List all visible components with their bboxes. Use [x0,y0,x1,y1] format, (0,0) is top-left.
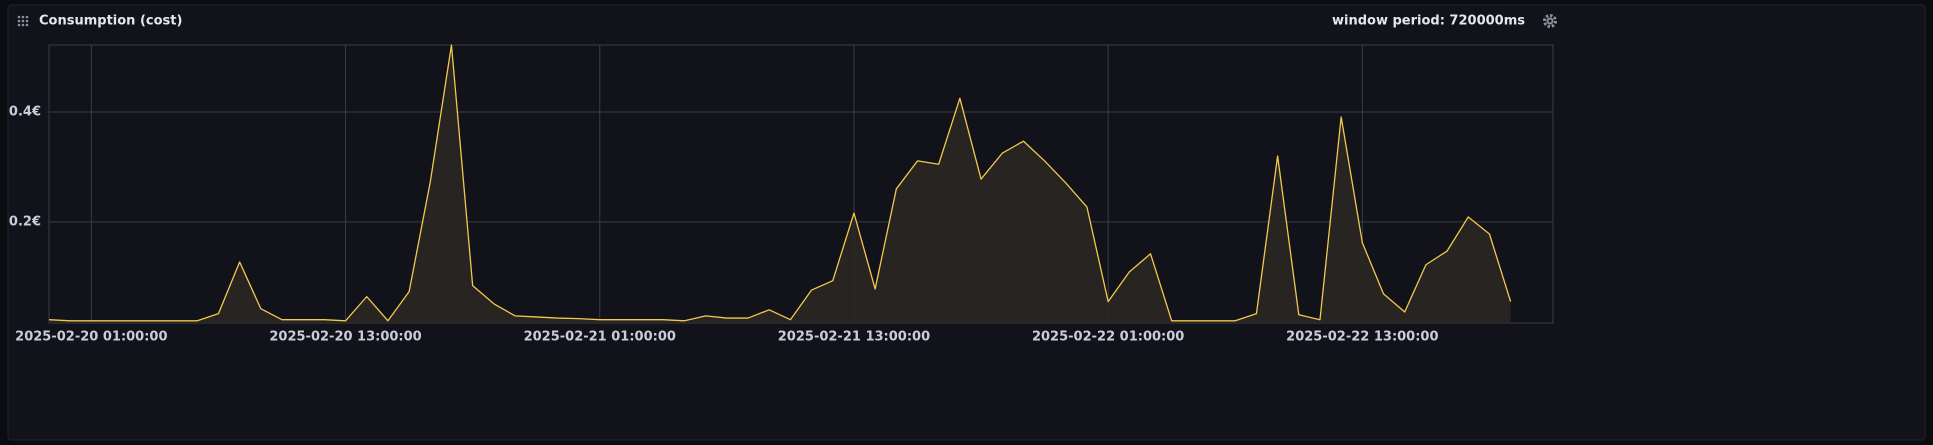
x-tick-label: 2025-02-21 13:00:00 [778,330,930,345]
line [48,44,1512,322]
area [49,45,1511,323]
x-tick-label: 2025-02-21 01:00:00 [524,330,676,345]
x-tick-label: 2025-02-22 13:00:00 [1286,330,1438,345]
settings-icon[interactable] [1543,14,1557,28]
y-tick-label: 0.2€ [9,214,41,229]
y-tick-label: 0.4€ [9,105,41,120]
panel-title: Consumption (cost) [39,14,182,29]
annotation: window period: 720000ms [1332,14,1525,29]
x-tick-label: 2025-02-22 01:00:00 [1032,330,1184,345]
drag-handle[interactable] [17,15,29,27]
x-tick-label: 2025-02-20 13:00:00 [269,330,421,345]
x-tick-label: 2025-02-20 01:00:00 [15,330,167,345]
